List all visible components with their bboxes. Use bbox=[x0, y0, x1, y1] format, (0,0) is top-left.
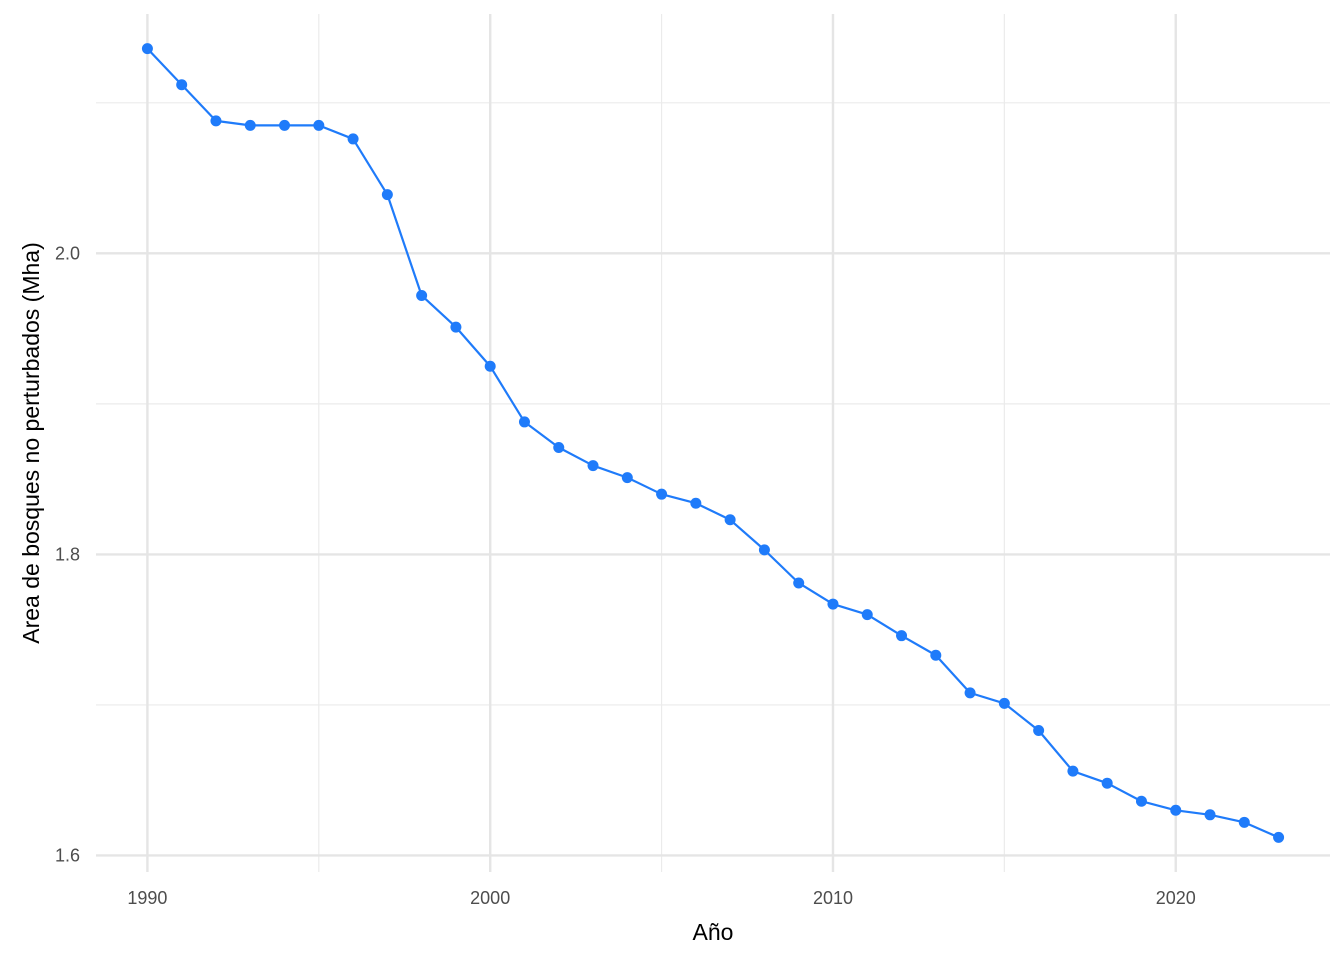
data-point bbox=[964, 687, 976, 699]
x-tick-label: 2010 bbox=[813, 888, 853, 908]
data-point bbox=[690, 497, 702, 509]
data-point bbox=[518, 416, 530, 428]
x-tick-label: 2020 bbox=[1156, 888, 1196, 908]
data-point bbox=[1101, 777, 1113, 789]
y-tick-label: 2.0 bbox=[55, 243, 80, 263]
data-point bbox=[1204, 809, 1216, 821]
data-point bbox=[758, 544, 770, 556]
data-point bbox=[279, 119, 291, 131]
data-point bbox=[896, 630, 908, 642]
y-tick-label: 1.6 bbox=[55, 845, 80, 865]
data-point bbox=[621, 472, 633, 484]
data-point bbox=[210, 115, 222, 127]
x-tick-label: 1990 bbox=[127, 888, 167, 908]
data-point bbox=[861, 609, 873, 621]
data-point bbox=[484, 360, 496, 372]
data-point bbox=[1273, 831, 1285, 843]
data-point bbox=[381, 189, 393, 201]
data-point bbox=[998, 697, 1010, 709]
data-point bbox=[416, 289, 428, 301]
data-point bbox=[587, 460, 599, 472]
data-point bbox=[553, 442, 565, 454]
data-point bbox=[141, 43, 153, 55]
data-point bbox=[1170, 804, 1182, 816]
data-point bbox=[930, 649, 942, 661]
y-axis-title: Area de bosques no perturbados (Mha) bbox=[18, 242, 44, 643]
data-point bbox=[1135, 795, 1147, 807]
data-point bbox=[724, 514, 736, 526]
x-tick-label: 2000 bbox=[470, 888, 510, 908]
data-point bbox=[1033, 725, 1045, 737]
series-layer bbox=[141, 43, 1285, 843]
x-axis-ticks: 1990 2000 2010 2020 bbox=[127, 888, 1195, 908]
data-point bbox=[450, 321, 462, 333]
data-point bbox=[313, 119, 325, 131]
data-point bbox=[244, 119, 256, 131]
series-line bbox=[146, 47, 1280, 839]
y-tick-label: 1.8 bbox=[55, 544, 80, 564]
major-gridlines bbox=[96, 14, 1330, 872]
data-point bbox=[1238, 816, 1250, 828]
data-point bbox=[347, 133, 359, 145]
data-point bbox=[793, 577, 805, 589]
data-point bbox=[176, 79, 188, 91]
data-point bbox=[656, 488, 668, 500]
data-point bbox=[1067, 765, 1079, 777]
x-axis-title: Año bbox=[693, 919, 734, 945]
data-point bbox=[827, 598, 839, 610]
minor-gridlines bbox=[96, 14, 1330, 872]
y-axis-ticks: 1.6 1.8 2.0 bbox=[55, 243, 80, 865]
